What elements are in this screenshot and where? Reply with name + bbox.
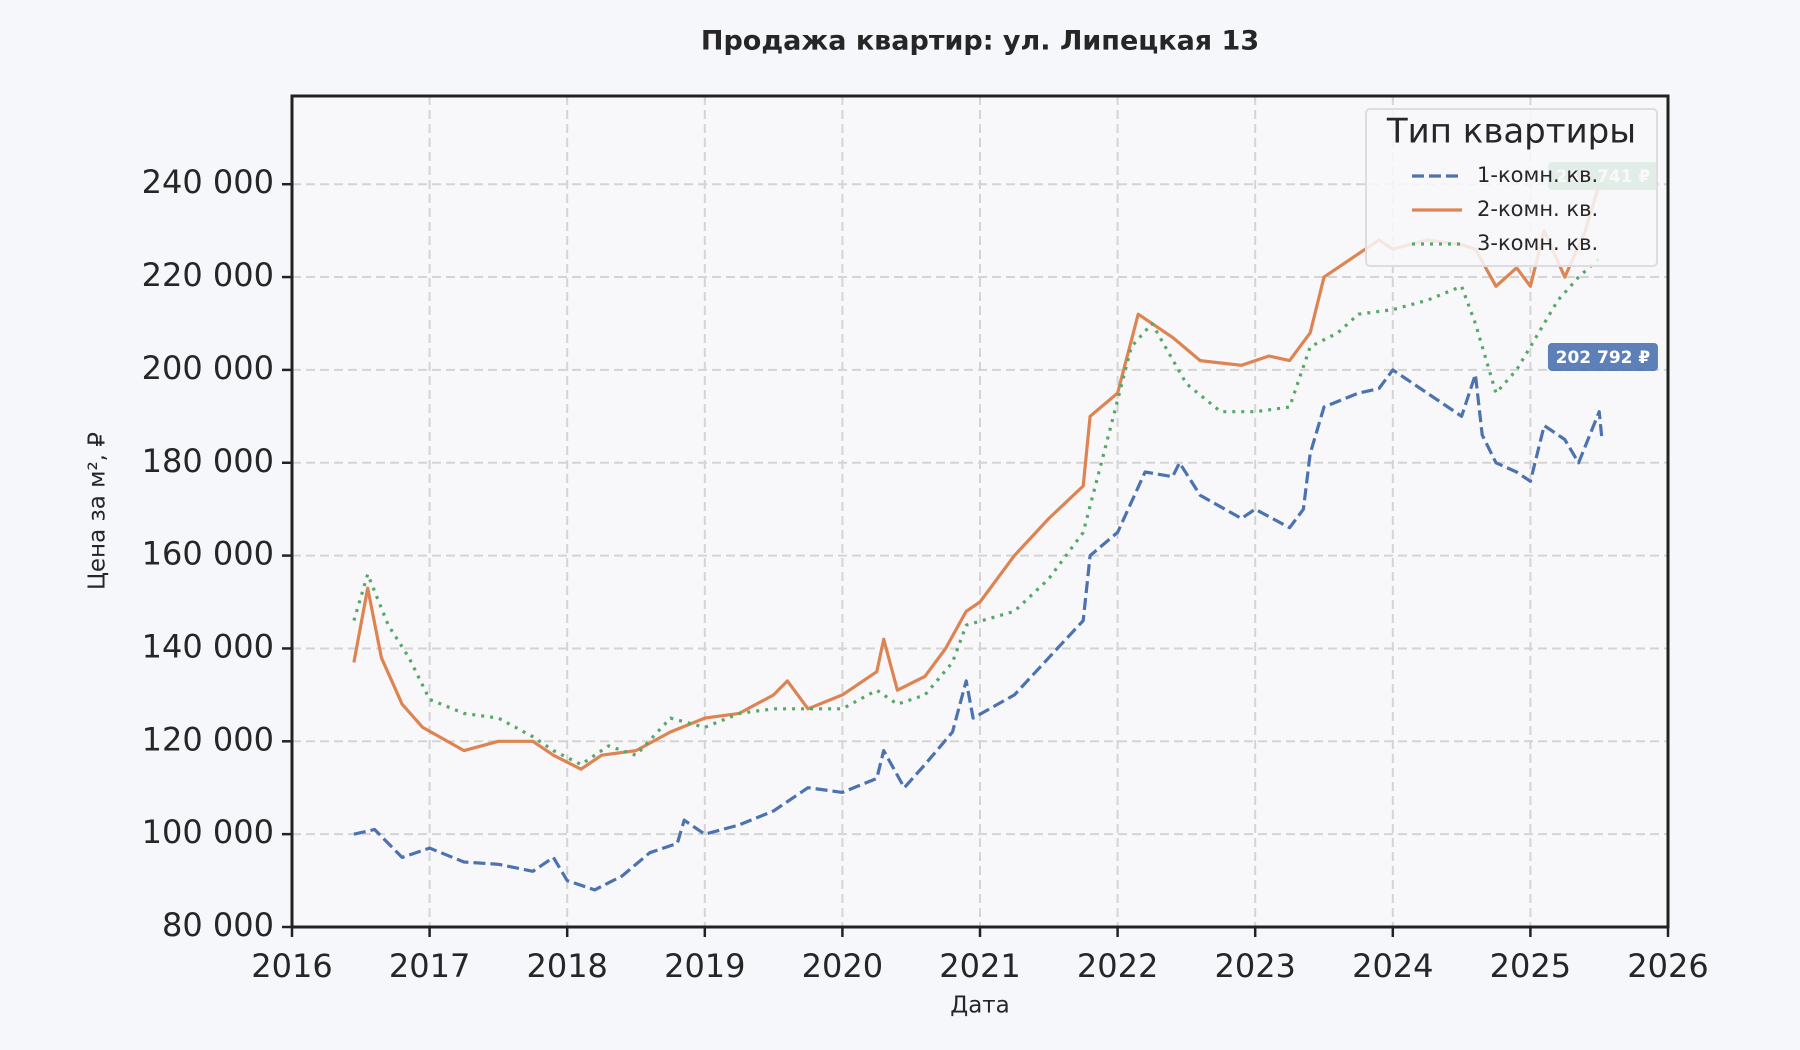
x-tick-label: 2022 [1077,947,1158,985]
legend-title: Тип квартиры [1386,112,1636,152]
x-tick-label: 2018 [526,947,607,985]
y-tick-label: 240 000 [142,163,274,201]
grid [291,96,1669,928]
y-tick-label: 180 000 [142,442,274,480]
value-label: 202 792 ₽ [1556,348,1651,368]
y-tick-label: 200 000 [142,349,274,387]
chart-title: Продажа квартир: ул. Липецкая 13 [701,26,1259,57]
legend-box [1365,108,1658,267]
y-tick-label: 160 000 [142,535,274,573]
x-tick-label: 2021 [939,947,1020,985]
x-tick-label: 2017 [389,947,470,985]
y-axis-label: Цена за м², ₽ [85,432,111,590]
series-line [353,368,1604,892]
y-tick-label: 220 000 [142,256,274,294]
legend-label: 3-комн. кв. [1477,231,1598,255]
y-tick-label: 100 000 [142,813,274,851]
x-axis-label: Дата [950,993,1010,1019]
x-tick-label: 2024 [1352,947,1433,985]
x-tick-label: 2020 [802,947,883,985]
legend-label: 2-комн. кв. [1477,197,1598,221]
y-tick-label: 80 000 [162,906,274,944]
y-tick-label: 140 000 [142,627,274,665]
legend-label: 1-комн. кв. [1477,163,1598,187]
x-tick-label: 2019 [664,947,745,985]
x-tick-label: 2016 [251,947,332,985]
x-tick-label: 2023 [1214,947,1295,985]
value-badge [1547,342,1658,371]
y-tick-label: 120 000 [142,720,274,758]
x-tick-label: 2026 [1627,947,1708,985]
legend: Тип квартиры 1-комн. кв. 2-комн. кв. 3-комн… [1365,108,1658,267]
x-tick-label: 2025 [1490,947,1571,985]
ticks: 80 000 100 000 120 000 140 000 160 000 180 00… [142,163,1709,985]
